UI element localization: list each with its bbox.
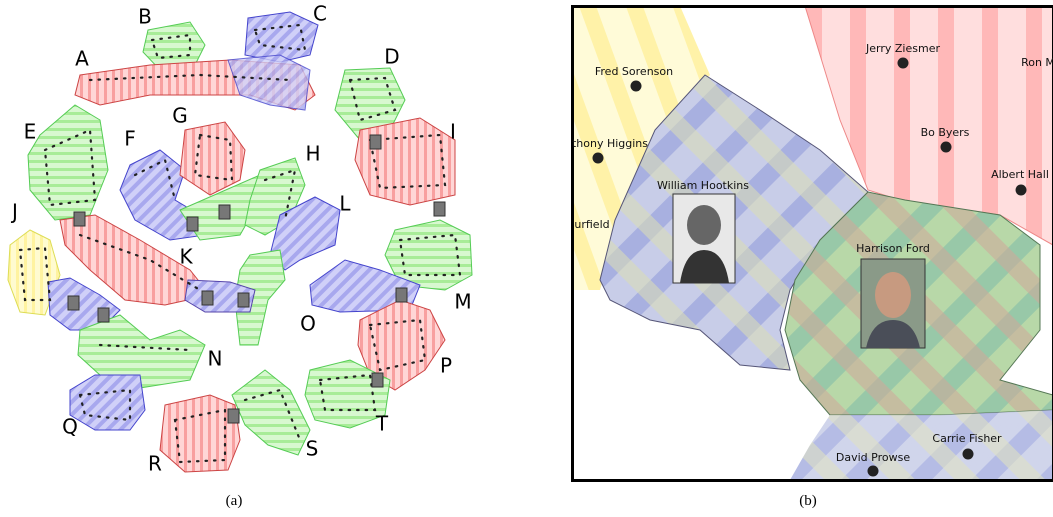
region-labels: A B C D E F G H I J K L M N O P Q R S T [10,2,472,476]
region-label: N [208,347,223,371]
region-label: G [172,104,188,128]
region-label: R [148,452,162,476]
dotted-paths [18,23,462,464]
portrait [860,258,926,349]
point-label: David Prowse [836,451,910,464]
portrait-label: William Hootkins [657,179,749,192]
region-label: J [10,200,18,224]
region-label: B [138,5,152,29]
point-label: Bo Byers [921,126,970,139]
region-label: L [339,192,351,216]
point-label: Jerry Ziesmer [865,42,940,55]
region-label: T [375,412,389,436]
caption: (a) [226,493,243,509]
portrait-label: Harrison Ford [856,242,930,255]
thumbnails [67,134,446,424]
region-label: S [306,437,319,461]
panel-b: Jerry Ziesmer Ron M Fred Sorenson Bo Bye… [571,5,1053,509]
points [592,57,1027,477]
point-label: Ron M [1021,56,1053,69]
region-label: Q [62,415,78,439]
region-label: I [450,120,456,144]
region-label: M [454,290,471,314]
region-label: H [305,142,320,166]
region-label: E [24,120,37,144]
region-label: D [384,45,399,69]
region-label: A [75,47,89,71]
regions [7,11,473,473]
point-label: urfield [574,218,609,231]
region-label: O [300,312,316,336]
point-label: Carrie Fisher [932,432,1002,445]
region-label: F [124,127,136,151]
point-label: thony Higgins [572,137,648,150]
region-label: C [313,2,327,26]
panel-a: A B C D E F G H I J K L M N O P Q R S T … [7,2,473,509]
caption: (b) [799,493,817,509]
point-label: Fred Sorenson [595,65,673,78]
region-label: P [440,354,452,378]
region-label: K [179,245,193,269]
zoom-frame [571,5,1053,482]
portrait [672,193,736,284]
point-label: Albert Hall [991,168,1049,181]
